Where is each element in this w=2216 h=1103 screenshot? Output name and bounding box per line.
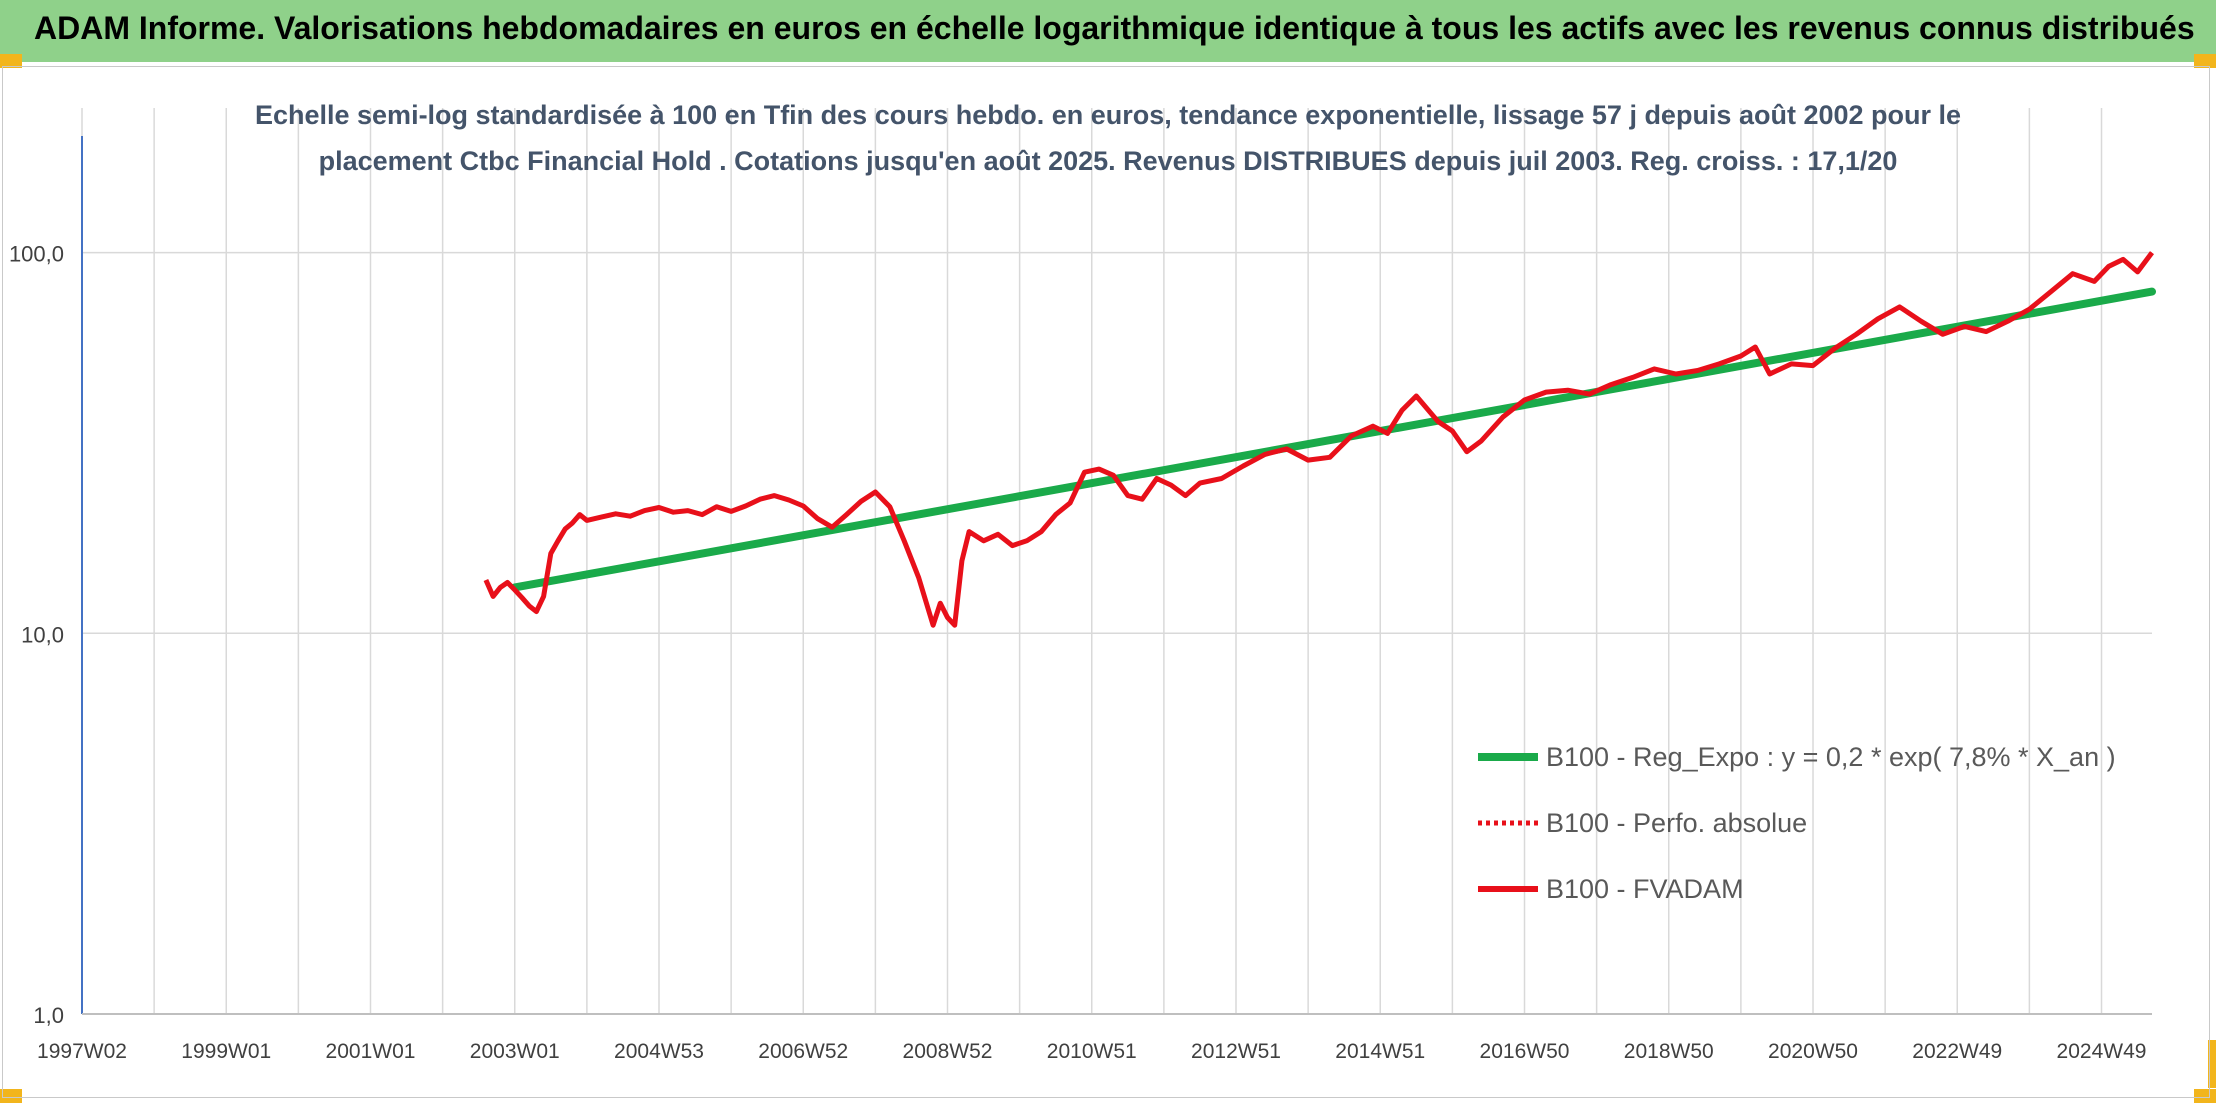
legend-label: B100 - Perfo. absolue [1546, 808, 1807, 838]
x-tick-label: 2024W49 [2057, 1040, 2147, 1063]
x-tick-label: 2012W51 [1191, 1040, 1281, 1063]
x-tick-label: 1999W01 [181, 1040, 271, 1063]
legend-label: B100 - FVADAM [1546, 874, 1744, 904]
fvadam-line [483, 251, 2155, 628]
x-tick-label: 2004W53 [614, 1040, 704, 1063]
grid-lines [81, 108, 2152, 1015]
report-banner: ADAM Informe. Valorisations hebdomadaire… [0, 0, 2216, 62]
y-tick-label: 10,0 [21, 622, 64, 647]
x-tick-label: 2010W51 [1047, 1040, 1137, 1063]
corner-marker [0, 1089, 22, 1103]
corner-marker [2194, 1089, 2216, 1103]
corner-marker [2194, 54, 2216, 68]
chart-title-line: placement Ctbc Financial Hold . Cotation… [319, 146, 1898, 176]
y-tick-label: 100,0 [9, 242, 64, 267]
x-tick-label: 2003W01 [470, 1040, 560, 1063]
x-tick-label: 2020W50 [1768, 1040, 1858, 1063]
x-tick-label: 2001W01 [326, 1040, 416, 1063]
x-tick-label: 2016W50 [1480, 1040, 1570, 1063]
chart-title: Echelle semi-log standardisée à 100 en T… [255, 100, 1961, 176]
x-tick-label: 1997W02 [37, 1040, 127, 1063]
chart-title-line: Echelle semi-log standardisée à 100 en T… [255, 100, 1961, 130]
legend-label: B100 - Reg_Expo : y = 0,2 * exp( 7,8% * … [1546, 742, 2116, 772]
x-tick-label: 2008W52 [903, 1040, 993, 1063]
edge-marker [2208, 1040, 2216, 1088]
x-tick-label: 2018W50 [1624, 1040, 1714, 1063]
x-tick-label: 2014W51 [1335, 1040, 1425, 1063]
report-title: ADAM Informe. Valorisations hebdomadaire… [34, 10, 2195, 46]
chart-frame [2, 66, 2210, 1098]
legend: B100 - Reg_Expo : y = 0,2 * exp( 7,8% * … [1478, 742, 2116, 904]
axes: 1,0 10,0 100,0 1997W02 1999W01 2001W01 2003W01… [9, 136, 2152, 1063]
regression-line [510, 287, 2156, 592]
series-lines [483, 251, 2156, 628]
x-tick-label: 2006W52 [758, 1040, 848, 1063]
corner-marker [0, 54, 22, 68]
y-tick-label: 1,0 [33, 1003, 64, 1028]
x-tick-label: 2022W49 [1912, 1040, 2002, 1063]
